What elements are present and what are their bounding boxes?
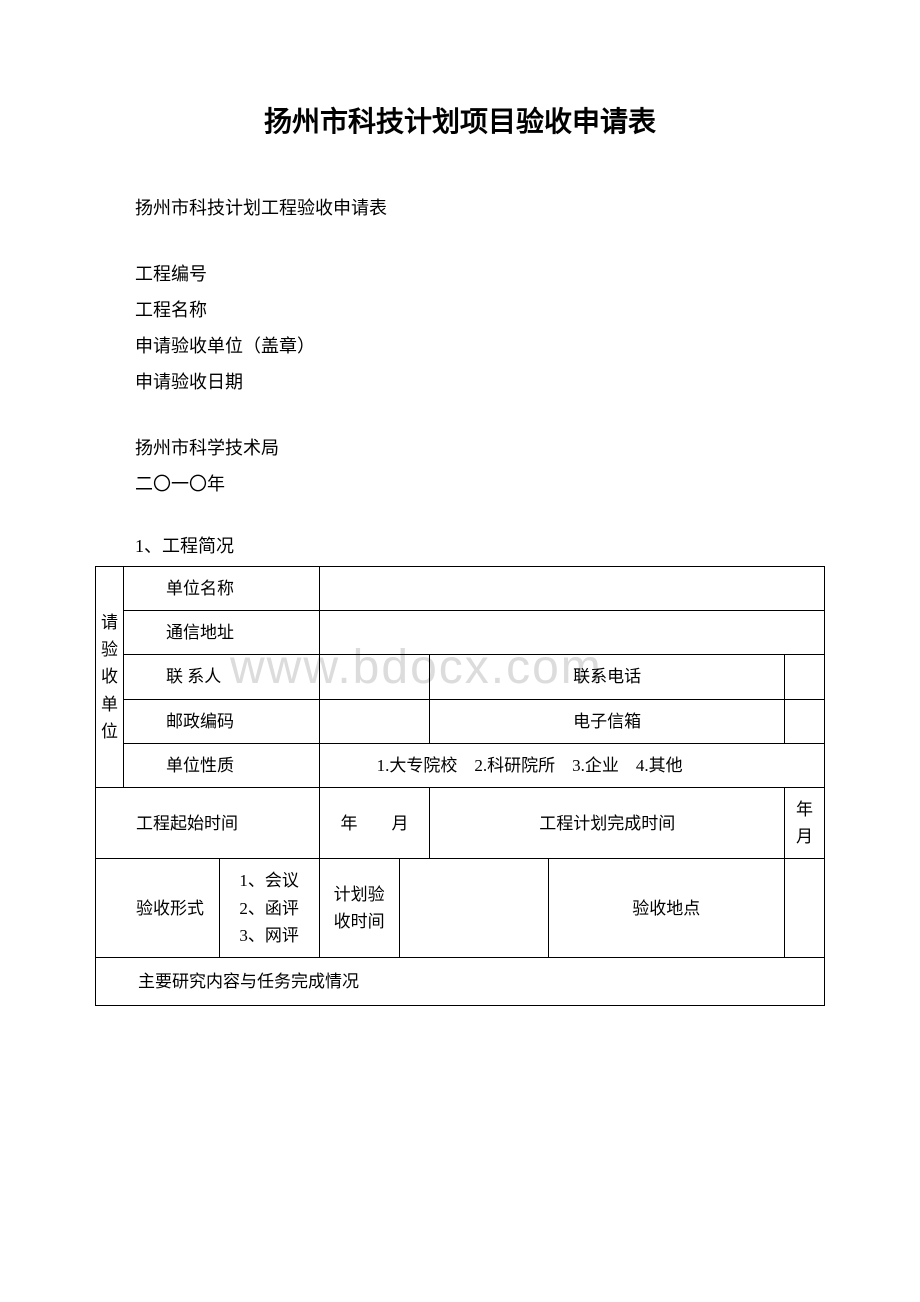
page-content: 扬州市科技计划项目验收申请表 扬州市科技计划工程验收申请表 工程编号 工程名称 … — [95, 100, 825, 1006]
value-contact-person[interactable] — [319, 655, 430, 699]
value-accept-location[interactable] — [785, 859, 825, 958]
value-unit-name[interactable] — [319, 567, 824, 611]
vertical-label-unit: 请 验 收 单 位 — [96, 567, 124, 788]
label-unit-name: 单位名称 — [124, 567, 320, 611]
table-row: 通信地址 — [96, 611, 825, 655]
section-1-label: 1、工程简况 — [135, 532, 825, 558]
year-text: 二〇一〇年 — [135, 466, 825, 502]
table-row: 请 验 收 单 位 单位名称 — [96, 567, 825, 611]
label-contact-phone: 联系电话 — [430, 655, 784, 699]
label-postcode: 邮政编码 — [124, 699, 320, 743]
label-contact-person: 联 系人 — [124, 655, 320, 699]
value-plan-end[interactable]: 年月 — [785, 787, 825, 858]
table-row: 单位性质 1.大专院校 2.科研院所 3.企业 4.其他 — [96, 743, 825, 787]
issuer-text: 扬州市科学技术局 — [135, 430, 825, 466]
header-subtitle: 扬州市科技计划工程验收申请表 — [135, 190, 825, 226]
value-address[interactable] — [319, 611, 824, 655]
field-project-no: 工程编号 — [135, 256, 825, 292]
value-plan-accept-time[interactable] — [399, 859, 548, 958]
label-plan-end: 工程计划完成时间 — [430, 787, 785, 858]
table-row: 邮政编码 电子信箱 — [96, 699, 825, 743]
label-accept-location: 验收地点 — [548, 859, 784, 958]
value-start-time[interactable]: 年 月 — [319, 787, 430, 858]
page-title: 扬州市科技计划项目验收申请表 — [95, 100, 825, 140]
label-summary: 主要研究内容与任务完成情况 — [96, 957, 825, 1005]
label-address: 通信地址 — [124, 611, 320, 655]
label-acceptance-form: 验收形式 — [96, 859, 220, 958]
table-row: 工程起始时间 年 月 工程计划完成时间 年月 — [96, 787, 825, 858]
project-info-table: 请 验 收 单 位 单位名称 通信地址 联 系人 联系电话 邮政编码 电子信箱 — [95, 566, 825, 1006]
label-unit-type: 单位性质 — [124, 743, 320, 787]
value-unit-type[interactable]: 1.大专院校 2.科研院所 3.企业 4.其他 — [319, 743, 824, 787]
label-email: 电子信箱 — [430, 699, 784, 743]
field-project-name: 工程名称 — [135, 292, 825, 328]
label-plan-accept-time: 计划验收时间 — [319, 859, 399, 958]
table-row: 联 系人 联系电话 — [96, 655, 825, 699]
value-acceptance-form[interactable]: 1、会议 2、函评 3、网评 — [219, 859, 319, 958]
value-email[interactable] — [784, 699, 824, 743]
table-row: 主要研究内容与任务完成情况 — [96, 957, 825, 1005]
label-start-time: 工程起始时间 — [96, 787, 320, 858]
field-apply-date: 申请验收日期 — [135, 364, 825, 400]
value-postcode[interactable] — [319, 699, 430, 743]
value-contact-phone[interactable] — [784, 655, 824, 699]
field-unit-seal: 申请验收单位（盖章） — [135, 328, 825, 364]
table-row: 验收形式 1、会议 2、函评 3、网评 计划验收时间 验收地点 — [96, 859, 825, 958]
